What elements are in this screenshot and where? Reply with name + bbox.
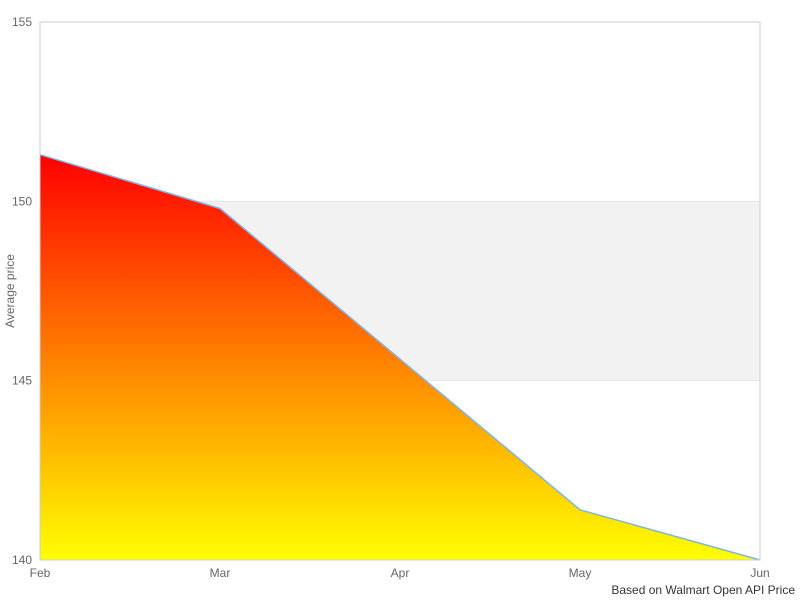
x-tick-label-Apr: Apr: [391, 566, 410, 580]
y-axis-title: Average price: [3, 254, 17, 328]
y-tick-label-145: 145: [12, 374, 32, 388]
line-series: [39, 153, 761, 561]
chart-caption: Based on Walmart Open API Price: [611, 583, 795, 597]
x-tick-label-Feb: Feb: [30, 566, 51, 580]
plot-border: [39, 21, 761, 561]
x-tick-label-Mar: Mar: [210, 566, 231, 580]
y-tick-label-155: 155: [12, 15, 32, 29]
x-tick-label-May: May: [569, 566, 592, 580]
x-tick-label-Jun: Jun: [750, 566, 769, 580]
y-tick-label-140: 140: [12, 553, 32, 567]
y-tick-label-150: 150: [12, 194, 32, 208]
area-series[interactable]: [40, 154, 760, 560]
